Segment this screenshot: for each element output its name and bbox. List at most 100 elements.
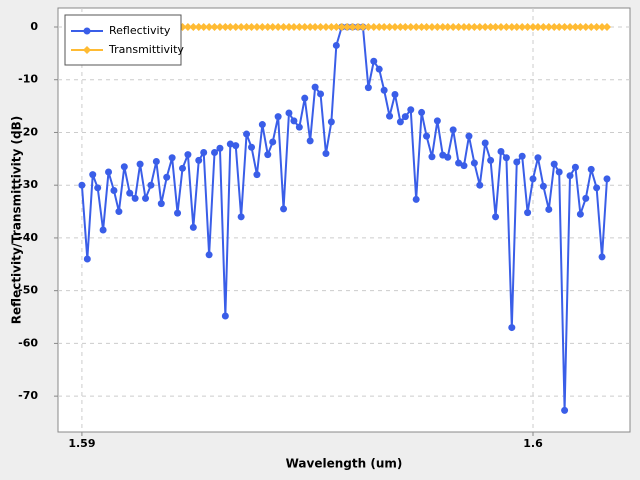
circle-marker	[332, 41, 340, 49]
circle-marker	[142, 194, 150, 202]
circle-marker	[603, 175, 611, 183]
diamond-marker	[337, 22, 346, 31]
circle-marker	[184, 151, 192, 159]
circle-marker	[295, 123, 303, 131]
diamond-marker	[401, 22, 410, 31]
diamond-marker	[507, 22, 516, 31]
diamond-marker	[571, 22, 580, 31]
circle-marker	[375, 65, 383, 73]
circle-marker	[513, 158, 521, 166]
circle-marker	[380, 86, 388, 94]
circle-marker	[258, 121, 266, 129]
diamond-marker	[263, 22, 272, 31]
diamond-marker	[598, 22, 607, 31]
plot-area	[57, 7, 631, 433]
circle-marker	[598, 253, 606, 261]
circle-marker	[243, 130, 251, 138]
diamond-marker	[533, 22, 542, 31]
diamond-marker	[226, 22, 235, 31]
circle-marker	[550, 160, 558, 168]
diamond-marker	[544, 22, 553, 31]
x-axis-title: Wavelength (um)	[286, 457, 403, 471]
diamond-marker	[560, 22, 569, 31]
circle-marker	[216, 144, 224, 152]
diamond-marker	[237, 22, 246, 31]
circle-marker	[555, 168, 563, 176]
diamond-marker	[475, 22, 484, 31]
diamond-marker	[327, 22, 336, 31]
diamond-marker	[369, 22, 378, 31]
circle-marker	[566, 172, 574, 180]
circle-marker	[136, 160, 144, 168]
circle-marker	[110, 186, 118, 194]
circle-marker	[428, 153, 436, 161]
circle-marker	[545, 205, 553, 213]
circle-marker	[221, 312, 229, 320]
circle-marker	[99, 226, 107, 234]
diamond-marker	[412, 22, 421, 31]
y-tick-label: 0	[30, 20, 38, 33]
y-tick-label: -10	[18, 73, 38, 86]
diamond-marker	[358, 22, 367, 31]
circle-marker	[449, 126, 457, 134]
diamond-marker	[481, 22, 490, 31]
circle-marker	[322, 150, 330, 158]
circle-marker	[78, 181, 86, 189]
diamond-marker	[274, 22, 283, 31]
circle-marker	[524, 209, 532, 217]
circle-marker	[327, 118, 335, 126]
circle-marker	[401, 113, 409, 121]
diamond-marker	[306, 22, 315, 31]
diamond-marker	[252, 22, 261, 31]
diamond-marker	[210, 22, 219, 31]
circle-marker	[582, 194, 590, 202]
circle-marker	[131, 194, 139, 202]
circle-marker	[587, 165, 595, 173]
diamond-marker	[199, 22, 208, 31]
circle-marker	[285, 109, 293, 117]
diamond-marker	[247, 22, 256, 31]
circle-marker	[492, 213, 500, 221]
diamond-marker	[555, 22, 564, 31]
circle-marker	[211, 148, 219, 156]
circle-marker	[152, 157, 160, 165]
circle-marker	[269, 138, 277, 146]
diamond-marker	[602, 22, 611, 31]
diamond-marker	[581, 22, 590, 31]
circle-marker	[534, 154, 542, 162]
diamond-marker	[417, 22, 426, 31]
circle-marker	[89, 171, 97, 179]
y-tick-label: -50	[18, 284, 38, 297]
diamond-marker	[523, 22, 532, 31]
circle-marker	[593, 184, 601, 192]
diamond-marker	[592, 22, 601, 31]
diamond-marker	[279, 22, 288, 31]
circle-marker	[396, 118, 404, 126]
diamond-marker	[231, 22, 240, 31]
diamond-marker	[284, 22, 293, 31]
diamond-marker	[321, 22, 330, 31]
diamond-marker	[587, 22, 596, 31]
y-tick-label: -60	[18, 336, 38, 349]
circle-marker	[571, 163, 579, 171]
diamond-marker	[496, 22, 505, 31]
circle-marker	[205, 251, 213, 259]
circle-marker	[391, 90, 399, 98]
circle-marker	[311, 83, 319, 91]
diamond-marker	[464, 22, 473, 31]
diamond-marker	[433, 22, 442, 31]
diamond-marker	[443, 22, 452, 31]
circle-marker	[83, 255, 91, 263]
diamond-marker	[242, 22, 251, 31]
diamond-marker	[183, 22, 192, 31]
circle-marker	[364, 84, 372, 92]
circle-marker	[147, 181, 155, 189]
diamond-marker	[215, 22, 224, 31]
circle-marker	[200, 148, 208, 156]
circle-marker	[248, 143, 256, 151]
circle-marker	[301, 94, 309, 102]
circle-marker	[163, 173, 171, 181]
circle-marker	[386, 112, 394, 120]
diamond-marker	[396, 22, 405, 31]
